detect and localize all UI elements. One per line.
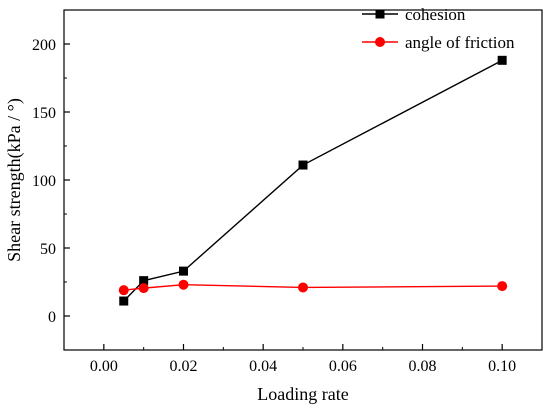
y-tick-label: 100: [32, 173, 56, 190]
legend-angle-of-friction-marker: [375, 37, 385, 47]
cohesion-line: [123, 59, 503, 302]
angle-of-friction-point: [497, 281, 508, 292]
y-tick-label: 150: [32, 105, 56, 122]
legend: cohesion angle of friction: [362, 5, 515, 52]
y-axis-title: Shear strength(kPa / °): [4, 98, 25, 262]
angle-of-friction-point: [118, 285, 129, 296]
x-tick-label: 0.00: [90, 358, 118, 375]
x-axis-title: Loading rate: [257, 384, 348, 404]
legend-cohesion-label: cohesion: [405, 5, 466, 24]
cohesion-point: [179, 266, 188, 276]
x-tick-label: 0.10: [488, 358, 516, 375]
x-tick-label: 0.04: [249, 358, 277, 375]
x-tick-label: 0.06: [329, 358, 357, 375]
y-tick-label: 200: [32, 37, 56, 54]
legend-angle-of-friction-label: angle of friction: [405, 33, 515, 52]
cohesion-point: [139, 276, 149, 286]
angle-of-friction-point: [298, 282, 308, 293]
y-tick-label: 50: [40, 241, 56, 258]
angle-of-friction-point: [178, 279, 189, 290]
series-layer: [118, 55, 508, 306]
axes: 0.00 0.02 0.04 0.06 0.08 0.10 0 50 100 150 200: [32, 9, 543, 375]
x-tick-label: 0.08: [409, 358, 437, 375]
x-tick-label: 0.02: [170, 358, 198, 375]
cohesion-point: [119, 296, 129, 306]
angle-of-friction-point: [138, 283, 149, 294]
legend-cohesion-marker: [375, 9, 385, 19]
cohesion-point: [497, 55, 507, 65]
y-tick-label: 0: [48, 309, 56, 326]
plot-frame: [63, 9, 543, 351]
cohesion-point: [298, 160, 308, 170]
